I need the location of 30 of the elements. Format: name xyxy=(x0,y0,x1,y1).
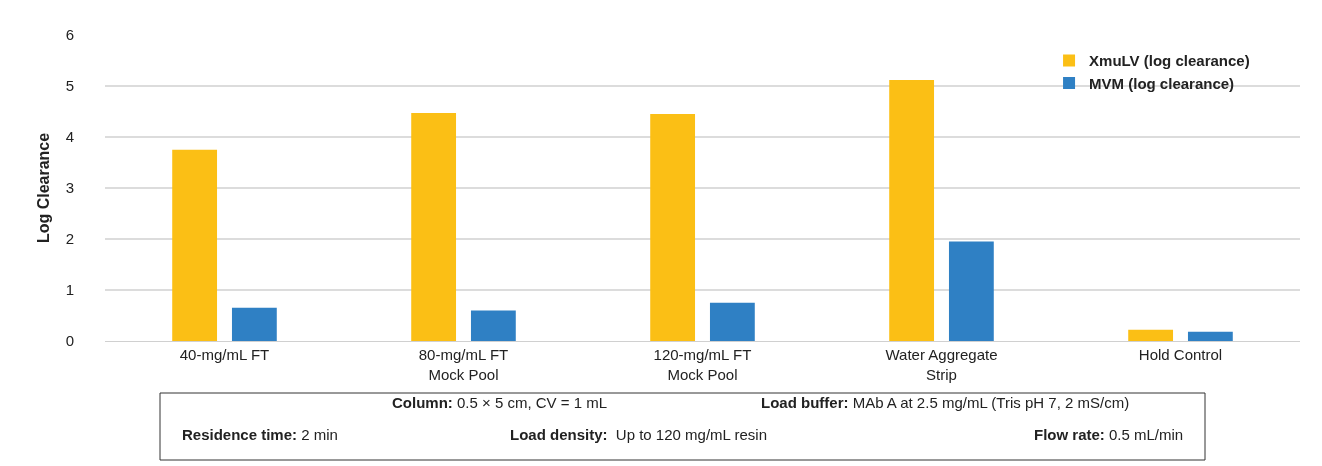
legend-label: MVM (log clearance) xyxy=(1089,74,1235,92)
y-tick-label: 5 xyxy=(65,77,74,95)
text: Residence time: 2 min xyxy=(182,426,338,443)
x-tick-label: 80-mg/mL FT Mock Pool xyxy=(418,346,509,383)
y-tick-label: 4 xyxy=(65,128,74,146)
bar xyxy=(1187,331,1233,341)
x-tick-label: Hold Control xyxy=(1138,346,1223,363)
bar xyxy=(1128,329,1174,341)
y-tick-label: 3 xyxy=(65,179,74,197)
y-axis-title: Log Clearance xyxy=(34,132,52,244)
bar xyxy=(948,241,994,341)
text: Column: 0.5 × 5 cm, CV = 1 mL xyxy=(392,394,608,411)
text: Load density: Up to 120 mg/mL resin xyxy=(510,426,768,443)
bar xyxy=(411,113,457,341)
text: Flow rate: 0.5 mL/min xyxy=(1034,426,1184,443)
bar xyxy=(231,307,277,341)
bar xyxy=(470,310,516,341)
bar xyxy=(709,302,755,341)
x-tick-label: Water Aggregate Strip xyxy=(885,346,998,383)
y-tick-label: 2 xyxy=(65,230,74,248)
y-tick-label: 1 xyxy=(65,281,74,299)
x-tick-label: 40-mg/mL FT xyxy=(179,346,270,363)
bar xyxy=(172,149,218,341)
x-tick-label: 120-mg/mL FT Mock Pool xyxy=(653,346,752,383)
text: Load buffer: MAb A at 2.5 mg/mL (Tris pH 7, 2 mS/cm) xyxy=(761,394,1130,411)
bar xyxy=(889,79,935,341)
bar xyxy=(650,114,696,341)
y-tick-label: 0 xyxy=(65,332,74,350)
y-tick-label: 6 xyxy=(65,26,74,44)
legend-label: XmuLV (log clearance) xyxy=(1089,52,1250,70)
